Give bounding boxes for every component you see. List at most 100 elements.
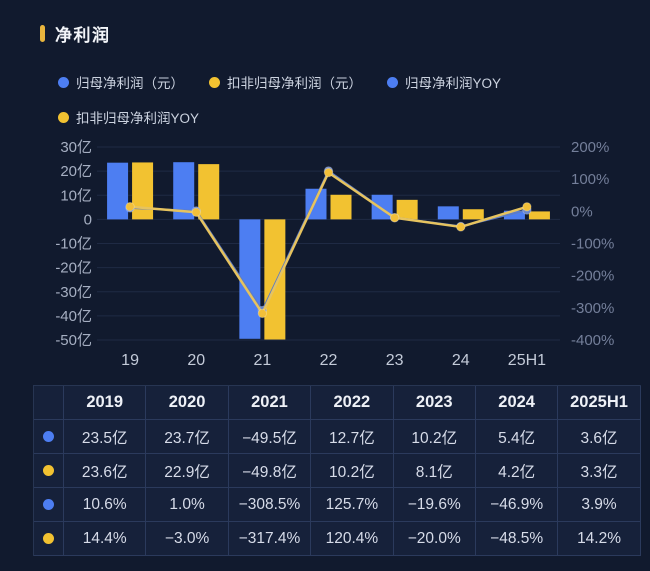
table-header-cell: 2020 <box>146 386 229 420</box>
table-cell-r2-c6: 3.9% <box>558 488 641 522</box>
marker-扣非归母净利润YOY-19[interactable] <box>125 202 135 212</box>
bar-扣非归母净利润（元）-19[interactable] <box>132 162 154 220</box>
legend-label: 归母净利润（元） <box>76 76 184 91</box>
x-axis-label-25H1: 25H1 <box>508 352 546 369</box>
table-cell-r3-c5: −48.5% <box>475 522 559 556</box>
series-dot-icon <box>43 533 54 544</box>
legend-dot-icon <box>209 76 220 88</box>
marker-扣非归母净利润YOY-24[interactable] <box>456 222 466 232</box>
x-axis-label-24: 24 <box>452 352 470 369</box>
series-dot-icon <box>43 465 54 476</box>
right-axis-tick-label: -100% <box>571 236 614 253</box>
table-corner-cell <box>34 386 64 420</box>
table-cell-r3-c3: 120.4% <box>311 522 394 556</box>
legend-item-1[interactable]: 扣非归母净利润（元） <box>209 72 362 92</box>
table-cell-r0-c3: 12.7亿 <box>311 420 394 454</box>
right-axis-tick-label: 100% <box>571 171 609 188</box>
table-cell-r2-c1: 1.0% <box>146 488 229 522</box>
x-axis-label-23: 23 <box>386 352 404 369</box>
bar-扣非归母净利润（元）-23[interactable] <box>396 199 418 220</box>
right-axis-tick-label: -400% <box>571 332 614 349</box>
table-row-3-series-cell <box>34 522 64 556</box>
table-header-cell: 2025H1 <box>558 386 641 420</box>
table-cell-r1-c1: 22.9亿 <box>146 454 229 488</box>
left-axis-tick-label: -10亿 <box>55 236 92 253</box>
table-cell-r1-c4: 8.1亿 <box>393 454 476 488</box>
left-axis-tick-label: -50亿 <box>55 332 92 349</box>
table-header-cell: 2024 <box>475 386 559 420</box>
left-axis-tick-label: -40亿 <box>55 308 92 325</box>
left-axis-tick-label: -30亿 <box>55 284 92 301</box>
marker-扣非归母净利润YOY-22[interactable] <box>323 167 334 178</box>
title-accent-bar-icon <box>40 25 45 42</box>
legend-dot-icon <box>58 76 69 88</box>
left-axis-tick-label: -20亿 <box>55 260 92 277</box>
table-cell-r1-c5: 4.2亿 <box>475 454 559 488</box>
page-title: 净利润 <box>55 26 111 45</box>
right-axis-tick-label: 200% <box>571 139 609 156</box>
table-cell-r3-c4: −20.0% <box>393 522 476 556</box>
table-cell-r2-c0: 10.6% <box>64 488 147 522</box>
table-row-2-series-cell <box>34 488 64 522</box>
marker-扣非归母净利润YOY-23[interactable] <box>389 213 400 223</box>
legend-label: 扣非归母净利润（元） <box>227 76 362 91</box>
table-cell-r3-c2: −317.4% <box>228 522 312 556</box>
x-axis-label-20: 20 <box>187 352 205 369</box>
legend-item-0[interactable]: 归母净利润（元） <box>58 72 184 92</box>
legend-item-3[interactable]: 扣非归母净利润YOY <box>58 107 199 127</box>
table-cell-r1-c3: 10.2亿 <box>311 454 394 488</box>
table-row-1-series-cell <box>34 454 64 488</box>
table-cell-r0-c1: 23.7亿 <box>146 420 229 454</box>
marker-扣非归母净利润YOY-20[interactable] <box>191 207 201 217</box>
x-axis-label-21: 21 <box>253 352 271 369</box>
table-cell-r1-c6: 3.3亿 <box>558 454 641 488</box>
table-cell-r2-c2: −308.5% <box>228 488 312 522</box>
table-cell-r3-c6: 14.2% <box>558 522 641 556</box>
right-axis-tick-label: 0% <box>571 203 593 220</box>
net-profit-combo-chart: 30亿 20亿 10亿 0 -10亿 -20亿 -30亿 -40亿 -50亿 200% 100% 0%… <box>55 139 614 369</box>
bar-归母净利润（元）-25H1[interactable] <box>503 210 525 220</box>
bar-扣非归母净利润（元）-21[interactable] <box>264 219 286 340</box>
table-header-cell: 2022 <box>311 386 394 420</box>
left-axis-tick-label: 30亿 <box>60 139 92 156</box>
table-header-cell: 2021 <box>228 386 312 420</box>
left-axis-tick-label: 20亿 <box>60 163 92 180</box>
bar-归母净利润（元）-19[interactable] <box>107 162 129 220</box>
bar-扣非归母净利润（元）-25H1[interactable] <box>528 211 550 220</box>
left-axis-tick-label: 0 <box>84 211 92 228</box>
legend-label: 归母净利润YOY <box>405 76 502 91</box>
table-cell-r2-c5: −46.9% <box>475 488 559 522</box>
section-header: 净利润 <box>40 21 111 46</box>
legend-label: 扣非归母净利润YOY <box>76 111 200 126</box>
bar-扣非归母净利润（元）-24[interactable] <box>462 209 484 220</box>
marker-扣非归母净利润YOY-21[interactable] <box>257 308 268 319</box>
bar-扣非归母净利润（元）-22[interactable] <box>330 194 352 220</box>
table-cell-r0-c5: 5.4亿 <box>475 420 559 454</box>
table-cell-r2-c4: −19.6% <box>393 488 476 522</box>
table-cell-r0-c2: −49.5亿 <box>228 420 312 454</box>
legend-item-2[interactable]: 归母净利润YOY <box>387 72 501 92</box>
table-header-cell: 2019 <box>64 386 147 420</box>
table-cell-r1-c2: −49.8亿 <box>228 454 312 488</box>
table-cell-r3-c1: −3.0% <box>146 522 229 556</box>
legend-dot-icon <box>58 111 69 123</box>
marker-扣非归母净利润YOY-25H1[interactable] <box>522 202 532 212</box>
x-axis-label-22: 22 <box>320 352 338 369</box>
bar-扣非归母净利润（元）-20[interactable] <box>198 164 220 220</box>
table-cell-r2-c3: 125.7% <box>311 488 394 522</box>
table-cell-r1-c0: 23.6亿 <box>64 454 147 488</box>
x-axis-label-19: 19 <box>121 352 139 369</box>
table-cell-r0-c6: 3.6亿 <box>558 420 641 454</box>
right-axis-tick-label: -300% <box>571 300 614 317</box>
table-cell-r3-c0: 14.4% <box>64 522 147 556</box>
table-cell-r0-c0: 23.5亿 <box>64 420 147 454</box>
table-header-cell: 2023 <box>393 386 476 420</box>
chart-legend: 归母净利润（元） 扣非归母净利润（元） 归母净利润YOY 扣非归母净利润YOY <box>58 72 618 127</box>
bar-归母净利润（元）-21[interactable] <box>239 219 261 339</box>
series-dot-icon <box>43 431 54 442</box>
bar-归母净利润（元）-24[interactable] <box>437 206 459 220</box>
table-cell-r0-c4: 10.2亿 <box>393 420 476 454</box>
table-row-0-series-cell <box>34 420 64 454</box>
legend-dot-icon <box>387 76 398 88</box>
bar-归母净利润（元）-20[interactable] <box>173 162 195 220</box>
